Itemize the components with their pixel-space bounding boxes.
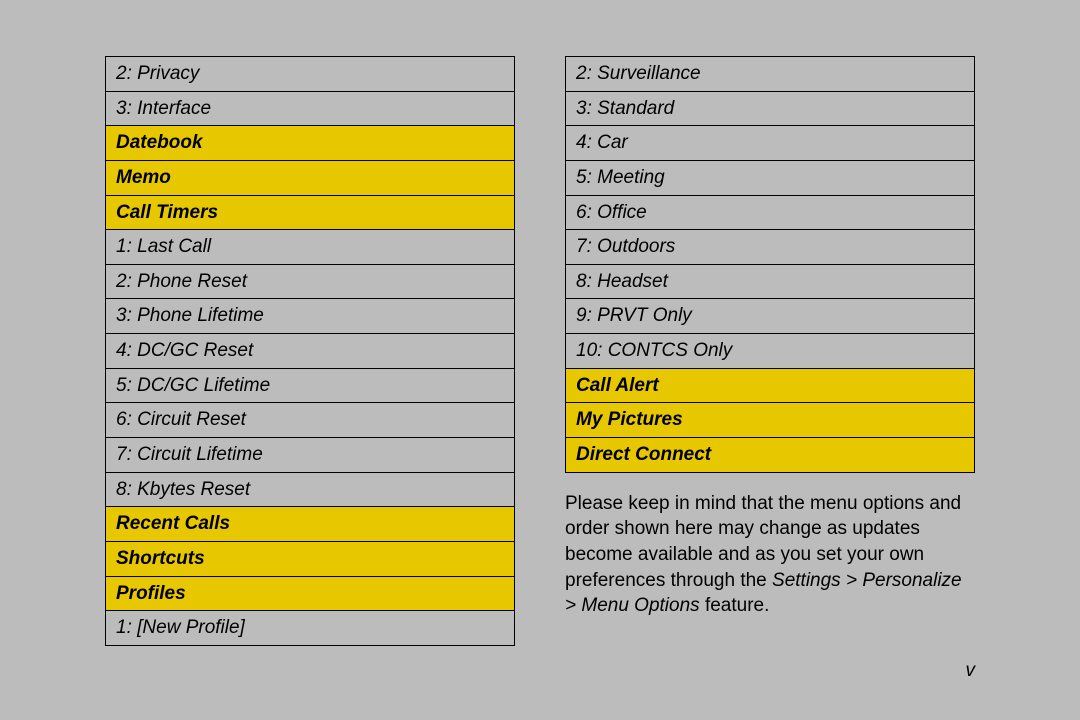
menu-item: 2: Surveillance [566, 57, 975, 92]
menu-table-right: 2: Surveillance3: Standard4: Car5: Meeti… [565, 56, 975, 473]
menu-item: 7: Circuit Lifetime [106, 438, 515, 473]
menu-item: 2: Phone Reset [106, 264, 515, 299]
menu-item: 9: PRVT Only [566, 299, 975, 334]
menu-header: My Pictures [566, 403, 975, 438]
menu-item: 5: Meeting [566, 160, 975, 195]
menu-item: 1: Last Call [106, 230, 515, 265]
menu-header: Recent Calls [106, 507, 515, 542]
menu-header: Memo [106, 160, 515, 195]
page-number: v [966, 660, 976, 682]
right-column: 2: Surveillance3: Standard4: Car5: Meeti… [565, 56, 975, 619]
note-paragraph: Please keep in mind that the menu option… [565, 491, 975, 619]
menu-item: 3: Interface [106, 91, 515, 126]
menu-header: Call Alert [566, 368, 975, 403]
note-text-after: feature. [705, 595, 769, 616]
menu-item: 8: Headset [566, 264, 975, 299]
menu-item: 7: Outdoors [566, 230, 975, 265]
menu-header: Datebook [106, 126, 515, 161]
menu-header: Direct Connect [566, 438, 975, 473]
menu-item: 4: Car [566, 126, 975, 161]
menu-item: 10: CONTCS Only [566, 334, 975, 369]
menu-item: 4: DC/GC Reset [106, 334, 515, 369]
menu-item: 8: Kbytes Reset [106, 472, 515, 507]
menu-item: 6: Office [566, 195, 975, 230]
menu-item: 3: Standard [566, 91, 975, 126]
menu-item: 1: [New Profile] [106, 611, 515, 646]
menu-item: 5: DC/GC Lifetime [106, 368, 515, 403]
menu-item: 3: Phone Lifetime [106, 299, 515, 334]
menu-header: Profiles [106, 576, 515, 611]
menu-header: Call Timers [106, 195, 515, 230]
left-column: 2: Privacy3: InterfaceDatebookMemoCall T… [105, 56, 515, 646]
menu-item: 6: Circuit Reset [106, 403, 515, 438]
menu-item: 2: Privacy [106, 57, 515, 92]
menu-header: Shortcuts [106, 541, 515, 576]
menu-table-left: 2: Privacy3: InterfaceDatebookMemoCall T… [105, 56, 515, 646]
